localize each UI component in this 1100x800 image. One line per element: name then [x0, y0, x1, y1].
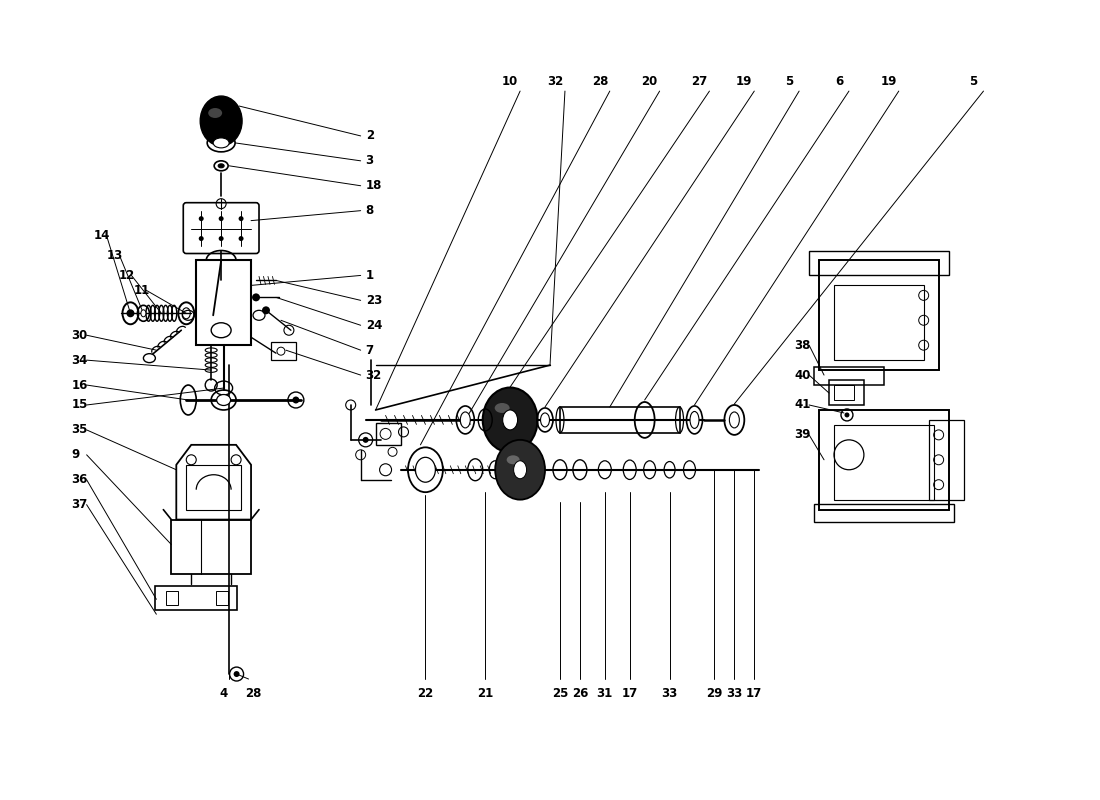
Ellipse shape — [143, 354, 155, 362]
Text: 12: 12 — [119, 269, 134, 282]
Text: 17: 17 — [621, 687, 638, 701]
Ellipse shape — [503, 410, 518, 430]
Text: 23: 23 — [365, 294, 382, 307]
Ellipse shape — [416, 458, 436, 482]
Ellipse shape — [495, 403, 509, 413]
Ellipse shape — [483, 387, 538, 452]
Bar — [166, 591, 178, 606]
Text: 11: 11 — [133, 284, 150, 297]
Text: 26: 26 — [572, 687, 588, 701]
Text: 37: 37 — [72, 498, 88, 511]
Text: 18: 18 — [365, 179, 382, 192]
Text: 13: 13 — [107, 249, 122, 262]
Text: 35: 35 — [72, 423, 88, 436]
Circle shape — [252, 294, 260, 302]
Text: 33: 33 — [726, 687, 742, 701]
Circle shape — [126, 310, 134, 318]
Text: 34: 34 — [72, 354, 88, 366]
Text: 14: 14 — [94, 229, 110, 242]
Ellipse shape — [460, 412, 471, 428]
Text: 27: 27 — [692, 74, 707, 88]
Bar — [186, 465, 241, 510]
Ellipse shape — [507, 455, 519, 464]
Bar — [814, 504, 954, 522]
Ellipse shape — [218, 164, 224, 168]
Ellipse shape — [141, 310, 146, 317]
Bar — [810, 250, 948, 275]
Ellipse shape — [217, 394, 231, 406]
Text: 25: 25 — [552, 687, 569, 701]
Bar — [834, 425, 934, 500]
Bar — [217, 591, 228, 606]
Text: 28: 28 — [592, 74, 608, 88]
Text: 19: 19 — [736, 74, 752, 88]
Bar — [814, 367, 883, 385]
Ellipse shape — [729, 412, 739, 428]
Text: 24: 24 — [365, 318, 382, 332]
Text: 2: 2 — [365, 130, 374, 142]
Text: 17: 17 — [746, 687, 762, 701]
Text: 32: 32 — [365, 369, 382, 382]
Text: 19: 19 — [881, 74, 896, 88]
Circle shape — [262, 306, 270, 314]
Text: 9: 9 — [72, 448, 80, 462]
Text: 30: 30 — [72, 329, 88, 342]
Text: 15: 15 — [72, 398, 88, 411]
Circle shape — [845, 413, 849, 418]
Ellipse shape — [200, 96, 242, 146]
Text: 39: 39 — [794, 428, 811, 442]
Text: 41: 41 — [794, 398, 811, 411]
Text: 16: 16 — [72, 378, 88, 391]
Ellipse shape — [690, 411, 698, 429]
Text: 38: 38 — [794, 338, 811, 352]
Text: 4: 4 — [220, 687, 228, 701]
Circle shape — [219, 236, 223, 241]
Ellipse shape — [495, 440, 544, 500]
Text: 10: 10 — [502, 74, 518, 88]
Bar — [834, 286, 924, 360]
Bar — [834, 385, 854, 400]
Bar — [928, 420, 964, 500]
Ellipse shape — [208, 108, 222, 118]
Text: 6: 6 — [835, 74, 843, 88]
Circle shape — [293, 397, 299, 403]
Circle shape — [219, 216, 223, 221]
Ellipse shape — [213, 138, 229, 148]
Text: 28: 28 — [245, 687, 262, 701]
Text: 33: 33 — [661, 687, 678, 701]
Circle shape — [239, 236, 243, 241]
Ellipse shape — [514, 461, 527, 478]
Ellipse shape — [540, 413, 550, 427]
Text: 21: 21 — [477, 687, 494, 701]
Text: 1: 1 — [365, 269, 374, 282]
Text: 22: 22 — [417, 687, 433, 701]
Text: 36: 36 — [72, 474, 88, 486]
Text: 5: 5 — [969, 74, 978, 88]
Circle shape — [363, 437, 368, 443]
Circle shape — [233, 671, 240, 677]
Circle shape — [239, 216, 243, 221]
Text: 5: 5 — [785, 74, 793, 88]
Bar — [560, 407, 680, 433]
Text: 32: 32 — [547, 74, 563, 88]
Text: 29: 29 — [706, 687, 723, 701]
Circle shape — [199, 216, 204, 221]
Text: 8: 8 — [365, 204, 374, 217]
Text: 31: 31 — [596, 687, 613, 701]
Circle shape — [199, 236, 204, 241]
Text: 20: 20 — [641, 74, 658, 88]
Text: 40: 40 — [794, 369, 811, 382]
Text: 3: 3 — [365, 154, 374, 167]
Text: 7: 7 — [365, 344, 374, 357]
